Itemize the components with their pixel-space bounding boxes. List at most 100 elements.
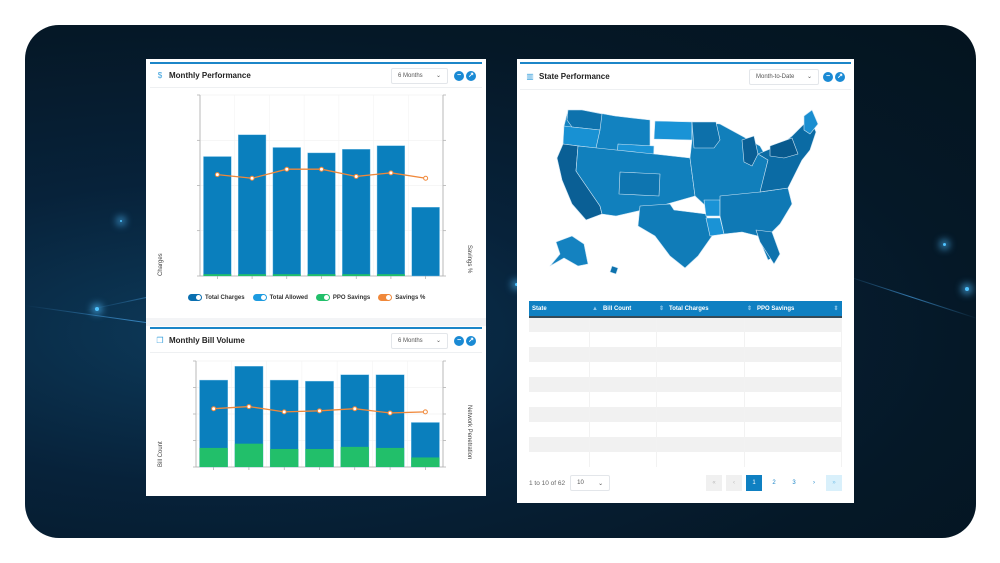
bar-ppo-savings bbox=[377, 274, 405, 276]
column-label: Total Charges bbox=[669, 306, 709, 312]
map-region-north-dakota[interactable] bbox=[653, 120, 693, 141]
table-row[interactable] bbox=[529, 392, 842, 407]
page-button-2[interactable]: 2 bbox=[772, 480, 776, 486]
table-cell bbox=[656, 317, 745, 332]
first-page-button[interactable]: « bbox=[706, 475, 722, 491]
table-cell bbox=[589, 347, 657, 362]
collapse-button[interactable]: − bbox=[454, 335, 464, 346]
map-region-minnesota[interactable] bbox=[691, 121, 721, 149]
bar-total-charges bbox=[411, 207, 440, 277]
table-cell bbox=[589, 452, 657, 467]
minus-icon: − bbox=[456, 336, 462, 344]
map-region-florida[interactable] bbox=[755, 229, 781, 265]
page-size-select[interactable]: 10 ⌄ bbox=[570, 475, 611, 491]
sort-icon: ▲ bbox=[592, 305, 598, 312]
table-row[interactable] bbox=[529, 317, 842, 332]
collapse-button[interactable]: − bbox=[823, 71, 833, 82]
table-row[interactable] bbox=[529, 422, 842, 437]
prev-page-button[interactable]: ‹ bbox=[726, 475, 742, 491]
page-size-value: 10 bbox=[577, 480, 584, 486]
table-row[interactable] bbox=[529, 377, 842, 392]
table-cell bbox=[656, 452, 745, 467]
state-performance-panel: ▥ State Performance Month-to-Date ⌄ − ↗ bbox=[520, 62, 851, 500]
table-row[interactable] bbox=[529, 452, 842, 467]
map-region-southeast[interactable] bbox=[719, 187, 793, 261]
map-region-alaska[interactable] bbox=[549, 235, 589, 267]
column-header-bill-count[interactable]: ▲ Bill Count bbox=[589, 301, 656, 318]
table-cell bbox=[529, 317, 590, 332]
legend-item-ppo-savings[interactable]: PPO Savings bbox=[315, 294, 370, 301]
dollar-icon: $ bbox=[157, 71, 163, 80]
table-cell bbox=[744, 377, 842, 392]
expand-button[interactable]: ↗ bbox=[466, 335, 476, 346]
table-row[interactable] bbox=[529, 362, 842, 377]
minus-icon: − bbox=[456, 71, 462, 79]
next-page-button[interactable]: › bbox=[813, 480, 815, 486]
panel-header: ❐ Monthly Bill Volume 6 Months ⌄ − ↗ bbox=[150, 329, 482, 353]
expand-icon: ↗ bbox=[468, 336, 474, 344]
chevron-down-icon: ⌄ bbox=[806, 74, 812, 80]
map-region-colorado[interactable] bbox=[618, 171, 661, 197]
legend-item-savings-percent[interactable]: Savings % bbox=[378, 294, 425, 301]
map-region-arkansas[interactable] bbox=[703, 199, 721, 217]
period-select[interactable]: 6 Months ⌄ bbox=[391, 67, 448, 84]
bar-in-network bbox=[375, 447, 405, 467]
table-cell bbox=[529, 422, 590, 437]
table-header-row: State ▲ Bill Count ⇕ Total Charges ⇕ PPO Sa… bbox=[529, 301, 842, 318]
map-region-hawaii[interactable] bbox=[609, 265, 619, 275]
collapse-button[interactable]: − bbox=[454, 70, 464, 81]
monthly-bill-volume-chart: Bill Count Network Penetration bbox=[158, 360, 472, 470]
map-region-maine[interactable] bbox=[803, 109, 819, 135]
toggle-icon bbox=[252, 294, 267, 301]
page-button-3[interactable]: 3 bbox=[792, 480, 796, 486]
bar-total-charges bbox=[237, 134, 267, 277]
panel-gap bbox=[146, 318, 486, 326]
map-region-michigan[interactable] bbox=[741, 135, 759, 167]
table-cell bbox=[589, 332, 657, 347]
expand-button[interactable]: ↗ bbox=[835, 71, 845, 82]
expand-button[interactable]: ↗ bbox=[466, 70, 476, 81]
table-row[interactable] bbox=[529, 407, 842, 422]
table-cell bbox=[744, 347, 842, 362]
legend-item-total-charges[interactable]: Total Charges bbox=[188, 294, 245, 301]
y-axis-label: Bill Count bbox=[158, 441, 164, 467]
period-select[interactable]: Month-to-Date ⌄ bbox=[749, 68, 819, 85]
page-button-1[interactable]: 1 bbox=[746, 475, 762, 491]
monthly-performance-chart: Charges Savings % bbox=[158, 94, 472, 279]
map-region-new-york[interactable] bbox=[769, 137, 799, 159]
column-header-total-charges[interactable]: ⇕ Total Charges bbox=[656, 301, 744, 318]
table-cell bbox=[656, 347, 745, 362]
table-row[interactable] bbox=[529, 347, 842, 362]
map-region-oregon[interactable] bbox=[562, 125, 601, 149]
chevron-down-icon: ⌄ bbox=[598, 480, 604, 487]
map-region-texas[interactable] bbox=[637, 203, 713, 269]
table-cell bbox=[589, 377, 657, 392]
column-label: Bill Count bbox=[602, 305, 632, 312]
table-row[interactable] bbox=[529, 332, 842, 347]
period-select[interactable]: 6 Months ⌄ bbox=[391, 332, 448, 349]
table-row[interactable] bbox=[529, 437, 842, 452]
bar-total-charges bbox=[307, 152, 336, 277]
table-cell bbox=[529, 362, 590, 377]
column-header-state[interactable]: State bbox=[529, 301, 589, 318]
minus-icon: − bbox=[825, 72, 831, 80]
state-table: State ▲ Bill Count ⇕ Total Charges ⇕ PPO Sa… bbox=[529, 301, 842, 467]
panel-title: Monthly Bill Volume bbox=[169, 336, 245, 345]
bar-in-network bbox=[270, 448, 299, 467]
last-page-button[interactable]: » bbox=[826, 475, 842, 491]
table-cell bbox=[589, 437, 657, 452]
bar-total-charges bbox=[376, 145, 406, 277]
legend-item-total-allowed[interactable]: Total Allowed bbox=[252, 294, 308, 301]
table-cell bbox=[744, 422, 842, 437]
table-cell bbox=[656, 332, 745, 347]
bar-in-network bbox=[305, 448, 334, 467]
table-cell bbox=[744, 452, 842, 467]
legend-label: Total Allowed bbox=[269, 294, 308, 301]
column-label: State bbox=[532, 305, 547, 312]
chart-legend: Total Charges Total Allowed PPO Savings … bbox=[188, 294, 425, 301]
toggle-icon bbox=[315, 294, 330, 301]
table-cell bbox=[656, 362, 745, 377]
line-point bbox=[214, 172, 220, 178]
right-card: ▥ State Performance Month-to-Date ⌄ − ↗ bbox=[517, 59, 854, 503]
column-header-ppo-savings[interactable]: ⇕ PPO Savings ⇕ bbox=[744, 301, 842, 318]
